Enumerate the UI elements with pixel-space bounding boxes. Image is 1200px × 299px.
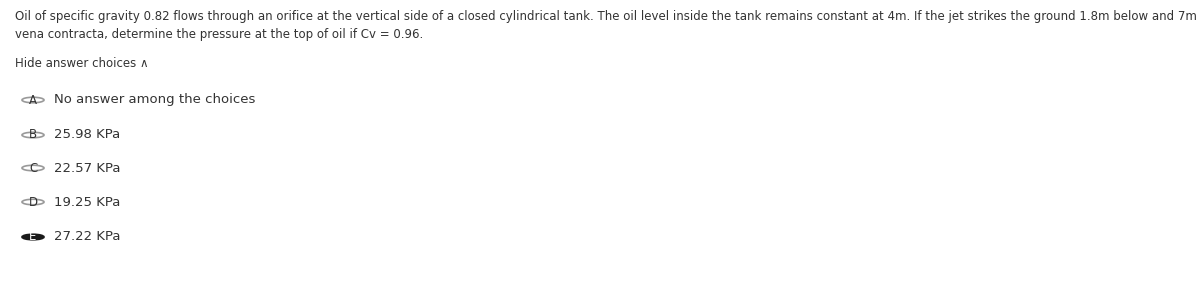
Ellipse shape (22, 97, 44, 103)
Text: B: B (29, 129, 37, 141)
Text: 19.25 KPa: 19.25 KPa (54, 196, 120, 208)
Ellipse shape (22, 234, 44, 240)
Text: 27.22 KPa: 27.22 KPa (54, 231, 120, 243)
Text: A: A (29, 94, 37, 106)
Text: Hide answer choices ∧: Hide answer choices ∧ (14, 57, 149, 70)
Ellipse shape (22, 165, 44, 171)
Ellipse shape (22, 199, 44, 205)
Text: Oil of specific gravity 0.82 flows through an orifice at the vertical side of a : Oil of specific gravity 0.82 flows throu… (14, 10, 1200, 23)
Text: E: E (29, 231, 37, 243)
Text: No answer among the choices: No answer among the choices (54, 94, 256, 106)
Text: C: C (29, 161, 37, 175)
Text: D: D (29, 196, 37, 208)
Ellipse shape (22, 132, 44, 138)
Text: 25.98 KPa: 25.98 KPa (54, 129, 120, 141)
Text: vena contracta, determine the pressure at the top of oil if Cv = 0.96.: vena contracta, determine the pressure a… (14, 28, 424, 41)
Text: 22.57 KPa: 22.57 KPa (54, 161, 120, 175)
